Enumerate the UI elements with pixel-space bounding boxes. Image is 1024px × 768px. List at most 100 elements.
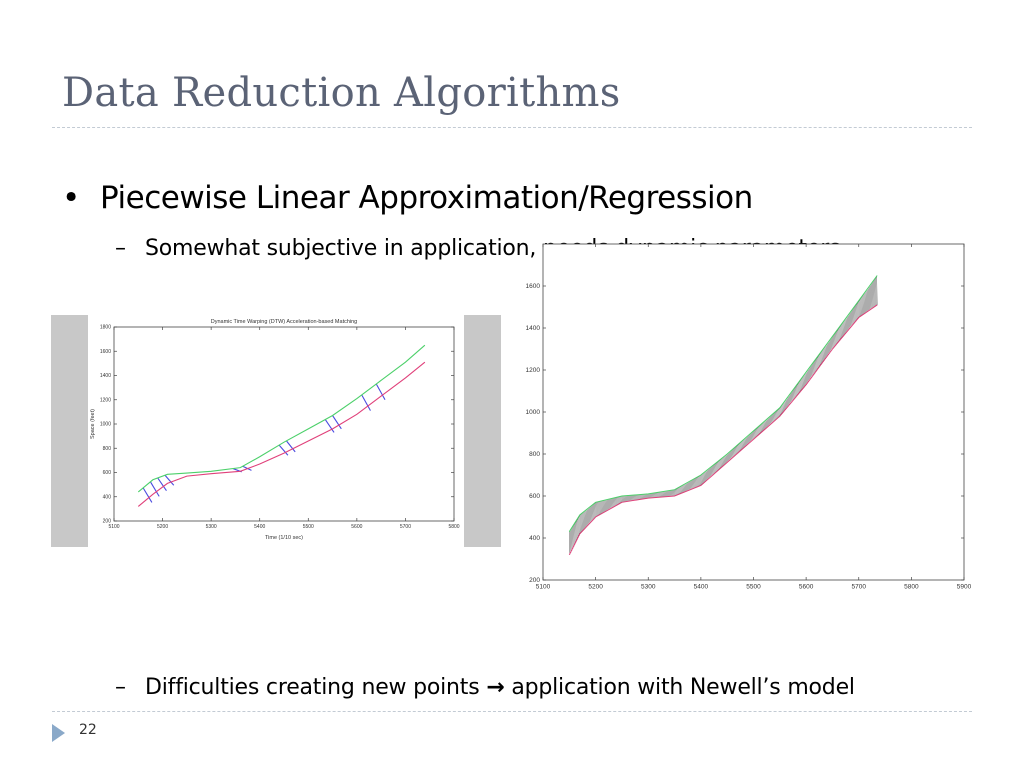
match-line: [875, 277, 877, 306]
match-line: [684, 483, 686, 492]
match-line: [634, 494, 636, 501]
match-line: [733, 448, 735, 457]
match-line: [678, 487, 680, 495]
match-line: [616, 497, 618, 506]
match-line: [801, 377, 803, 390]
match-line: [752, 431, 754, 441]
match-line: [157, 477, 167, 491]
match-line: [741, 441, 743, 450]
match-line: [644, 494, 646, 499]
match-line: [755, 429, 757, 438]
match-line: [738, 443, 740, 453]
y-tick-label: 600: [529, 493, 540, 500]
match-line: [809, 367, 811, 381]
match-line: [686, 482, 688, 491]
match-line: [753, 430, 755, 440]
match-line: [850, 312, 852, 328]
match-line: [574, 523, 576, 545]
match-line: [625, 495, 627, 502]
match-line: [731, 450, 733, 459]
match-line: [844, 319, 846, 334]
match-line: [683, 484, 685, 493]
match-line: [843, 320, 845, 336]
match-line: [649, 493, 651, 499]
match-line: [797, 383, 799, 395]
match-line: [857, 302, 859, 319]
match-line: [676, 488, 678, 496]
match-line: [604, 500, 606, 512]
match-line: [787, 396, 790, 407]
match-line: [714, 464, 716, 474]
match-line: [701, 474, 703, 485]
match-line: [645, 494, 647, 499]
x-tick-label: 5200: [588, 584, 603, 591]
match-line: [817, 356, 819, 370]
match-line: [332, 415, 342, 430]
match-line: [747, 435, 750, 444]
match-line: [699, 475, 701, 486]
dtw-chart-right: 5100 5200 5300 5400 5500 5600 5700 5800 5900 200 4…: [526, 243, 972, 591]
match-line: [626, 495, 628, 502]
match-line: [704, 471, 706, 482]
match-line: [658, 492, 660, 498]
match-line: [666, 490, 668, 497]
match-line: [740, 441, 742, 451]
match-line: [655, 492, 657, 498]
y-tick-label: 200: [529, 577, 540, 584]
match-line: [765, 419, 767, 429]
match-line: [640, 494, 642, 500]
match-line: [614, 497, 616, 507]
match-line: [672, 490, 674, 497]
match-line: [687, 482, 690, 491]
match-line: [761, 423, 763, 432]
match-line: [818, 354, 820, 368]
y-tick-label: 1000: [100, 422, 111, 428]
match-line: [278, 444, 289, 456]
match-line: [774, 412, 776, 421]
series-line-2: [568, 304, 878, 556]
match-line: [822, 349, 824, 362]
match-line: [730, 451, 732, 460]
match-line: [876, 276, 878, 306]
match-line: [694, 478, 696, 489]
match-line: [692, 479, 694, 489]
match-line: [805, 372, 807, 385]
match-line: [772, 414, 774, 423]
match-line: [770, 416, 772, 425]
match-line: [696, 477, 698, 488]
x-tick-label: 5500: [303, 524, 314, 530]
match-line: [675, 489, 677, 496]
y-tick-label: 200: [103, 519, 112, 525]
match-line: [791, 392, 793, 403]
match-line: [832, 336, 834, 350]
match-line: [810, 366, 812, 379]
x-tick-label: 5200: [157, 524, 168, 530]
match-line: [721, 458, 723, 468]
match-line: [609, 499, 611, 510]
y-tick-label: 1200: [100, 397, 111, 403]
match-line: [659, 492, 661, 498]
title-divider: [52, 127, 972, 128]
match-line: [864, 292, 866, 314]
match-line: [763, 421, 765, 431]
match-line: [679, 486, 681, 494]
sub-bullet-dash: –: [115, 675, 126, 700]
match-line: [833, 334, 835, 348]
match-line: [690, 480, 692, 490]
match-line: [783, 402, 785, 412]
x-tick-label: 5100: [536, 584, 551, 591]
match-line: [703, 472, 705, 483]
match-line: [790, 393, 792, 404]
match-line: [863, 293, 865, 314]
match-line: [776, 410, 778, 419]
match-line: [697, 476, 699, 487]
match-line: [802, 376, 804, 389]
match-line: [610, 498, 612, 509]
match-line: [756, 428, 758, 437]
match-line: [759, 425, 761, 434]
match-line: [781, 404, 783, 414]
match-line: [142, 487, 153, 503]
right-arrow-icon: →: [486, 675, 505, 700]
match-line: [664, 491, 666, 497]
match-line: [570, 530, 572, 553]
